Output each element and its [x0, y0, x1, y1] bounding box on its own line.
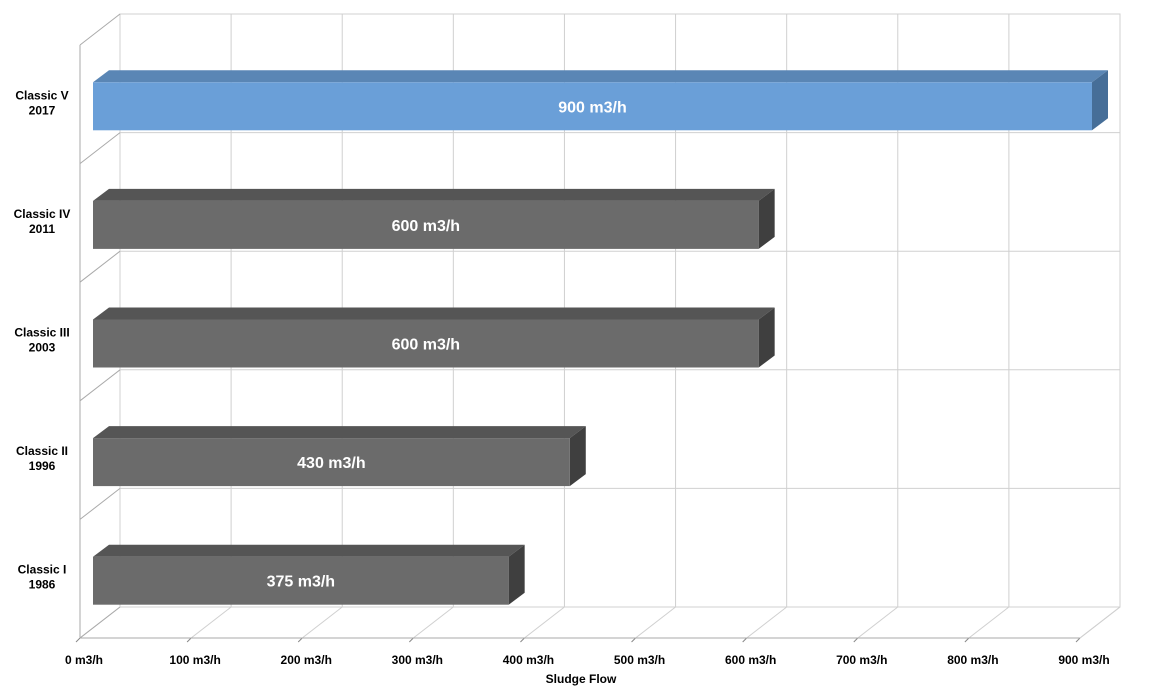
x-tick-label: 300 m3/h	[392, 653, 443, 667]
floor-grid-line	[524, 606, 565, 639]
bar-3: 600 m3/h	[93, 307, 775, 368]
bar-data-label: 375 m3/h	[267, 574, 335, 591]
left-wall-slant	[79, 250, 121, 283]
x-tick-label: 100 m3/h	[169, 653, 220, 667]
axis-tick-mark	[853, 637, 859, 643]
bar-top-face	[93, 188, 775, 201]
bar-top-face	[93, 70, 1108, 83]
axis-tick-mark	[186, 637, 192, 643]
x-tick-label: 900 m3/h	[1058, 653, 1109, 667]
bar-top-face	[93, 544, 525, 557]
axis-tick-mark	[1075, 637, 1081, 643]
x-tick-label: 800 m3/h	[947, 653, 998, 667]
bar-data-label: 900 m3/h	[558, 99, 626, 116]
floor-grid-line	[301, 606, 343, 639]
category-label: Classic III 2003	[14, 326, 69, 355]
axis-tick-mark	[631, 637, 636, 643]
bar-side-face	[569, 426, 586, 487]
axis-tick-mark	[964, 637, 970, 643]
category-label: Classic IV 2011	[14, 207, 71, 236]
bar-side-face	[508, 544, 525, 605]
bar-side-face	[758, 307, 775, 368]
bar-1: 900 m3/h	[93, 70, 1108, 131]
left-wall-slant	[79, 13, 121, 46]
floor-grid-line	[857, 606, 899, 639]
category-label: Classic I 1986	[18, 563, 67, 592]
category-label: Classic II 1996	[16, 444, 68, 473]
bar-2: 600 m3/h	[93, 188, 775, 249]
left-wall-slant	[79, 132, 121, 164]
left-wall-slant	[79, 606, 121, 639]
bar-top-face	[93, 307, 775, 320]
chart-bars: 900 m3/h 600 m3/h 600 m3/h 430 m3/h 375 m3/h	[93, 70, 1108, 605]
category-label: Classic V 2017	[15, 88, 68, 117]
y-axis-categories: Classic V 2017 Classic IV 2011 Classic III 20…	[14, 88, 71, 591]
x-tick-label: 400 m3/h	[503, 653, 554, 667]
x-tick-label: 600 m3/h	[725, 653, 776, 667]
floor-right-edge	[1079, 606, 1121, 639]
x-axis-ticks: 0 m3/h 100 m3/h 200 m3/h 300 m3/h 400 m3/h 50…	[65, 653, 1110, 667]
bar-data-label: 600 m3/h	[392, 337, 460, 354]
bar-side-face	[758, 188, 775, 249]
bar-side-face	[1092, 70, 1108, 131]
bar-4: 430 m3/h	[93, 426, 586, 487]
x-tick-label: 500 m3/h	[614, 653, 665, 667]
left-wall-slant	[79, 369, 121, 402]
floor-grid-line	[635, 606, 676, 639]
floor-grid-line	[190, 606, 232, 639]
left-wall-slant	[79, 488, 121, 520]
floor-grid-line	[968, 606, 1010, 639]
axis-tick-mark	[742, 637, 748, 643]
floor-grid-line	[746, 606, 787, 639]
axis-tick-mark	[408, 637, 414, 643]
axis-tick-mark	[520, 637, 525, 643]
bar-front-face	[93, 200, 759, 249]
bar-front-face	[93, 438, 570, 487]
bar-front-face	[93, 319, 759, 368]
bar-top-face	[93, 426, 586, 439]
bar-data-label: 430 m3/h	[297, 455, 365, 472]
x-tick-label: 0 m3/h	[65, 653, 103, 667]
bar-front-face	[93, 82, 1092, 131]
x-tick-label: 200 m3/h	[281, 653, 332, 667]
bar-front-face	[93, 556, 509, 605]
bar-data-label: 600 m3/h	[392, 218, 460, 235]
floor-grid-line	[413, 606, 454, 639]
x-tick-label: 700 m3/h	[836, 653, 887, 667]
axis-tick-mark	[75, 637, 81, 643]
bar-5: 375 m3/h	[93, 544, 525, 605]
x-axis-title: Sludge Flow	[546, 672, 617, 686]
axis-tick-mark	[297, 637, 303, 643]
